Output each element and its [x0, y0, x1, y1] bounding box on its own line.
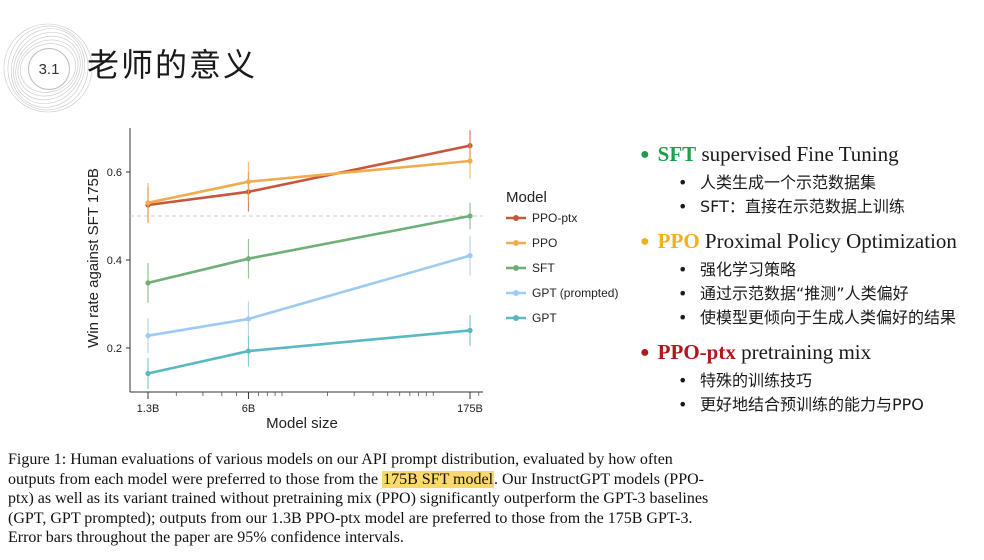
legend-item: GPT: [506, 311, 557, 325]
data-point: [467, 327, 473, 333]
series-ppo: [145, 143, 473, 223]
legend-title: Model: [506, 189, 547, 206]
legend-item: PPO: [506, 236, 557, 250]
series-group: [145, 130, 473, 389]
series-sft: [145, 202, 473, 303]
series-gpt-prompted-: [145, 235, 473, 354]
legend-label: GPT: [532, 311, 557, 325]
chart-axes: 0.2 0.4 0.6 1.3B 6B 175B: [107, 128, 483, 415]
bullet-dot: ●: [640, 146, 650, 163]
slide-title: 老师的意义: [87, 46, 258, 84]
data-point: [145, 200, 151, 206]
y-tick-label: 0.4: [107, 255, 122, 267]
caption-text-after: . Our InstructGPT models (PPO-ptx) as we…: [8, 470, 709, 547]
x-tick-label: 175B: [457, 403, 483, 415]
bullet-text: Proximal Policy Optimization: [699, 229, 957, 253]
sub-bullet: 更好地结合预训练的能力与PPO: [678, 393, 980, 417]
sub-bullet: 人类生成一个示范数据集: [678, 171, 980, 195]
bullet-sublist: 人类生成一个示范数据集 SFT：直接在示范数据上训练: [640, 171, 980, 219]
series-line: [147, 159, 471, 205]
bullet-heading: ● SFT supervised Fine Tuning: [640, 140, 980, 169]
bullet-heading: ● PPO Proximal Policy Optimization: [640, 227, 980, 256]
x-axis-label: Model size: [266, 415, 338, 432]
legend-swatch-dot: [513, 240, 519, 246]
sub-bullet: 特殊的训练技巧: [678, 369, 980, 393]
bullet-ppo-ptx: ● PPO-ptx pretraining mix 特殊的训练技巧 更好地结合预训…: [640, 338, 980, 417]
bullet-sft: ● SFT supervised Fine Tuning 人类生成一个示范数据集 …: [640, 140, 980, 219]
legend-swatch-dot: [513, 265, 519, 271]
data-point: [245, 179, 252, 185]
bullet-key: PPO-ptx: [657, 340, 736, 364]
sub-bullet: 强化学习策略: [678, 258, 980, 282]
legend-label: SFT: [532, 261, 555, 275]
caption-highlight: 175B SFT model: [382, 470, 495, 488]
legend-swatch-dot: [513, 315, 519, 321]
sub-bullet: 通过示范数据“推测”人类偏好: [678, 282, 980, 306]
win-rate-chart: 0.2 0.4 0.6 1.3B 6B 175B Model size Win rate …: [85, 128, 618, 432]
y-tick-label: 0.2: [107, 343, 122, 355]
sub-bullet: 使模型更倾向于生成人类偏好的结果: [678, 306, 980, 330]
data-point: [245, 316, 252, 322]
section-number: 3.1: [38, 60, 60, 78]
series-gpt: [145, 315, 473, 389]
bullet-ppo: ● PPO Proximal Policy Optimization 强化学习策略…: [640, 227, 980, 330]
legend-swatch-dot: [513, 290, 519, 296]
data-point: [145, 333, 151, 339]
legend-item: SFT: [506, 261, 555, 275]
caption-text-before: Figure 1: Human evaluations of various m…: [8, 451, 673, 488]
legend-swatch-dot: [513, 215, 519, 221]
y-axis-label: Win rate against SFT 175B: [85, 168, 102, 348]
legend-label: GPT (prompted): [532, 286, 618, 300]
legend-item: GPT (prompted): [506, 286, 618, 300]
series-line: [147, 254, 471, 337]
bullet-sublist: 强化学习策略 通过示范数据“推测”人类偏好 使模型更倾向于生成人类偏好的结果: [640, 258, 980, 330]
y-tick-label: 0.6: [107, 167, 122, 179]
bullet-key: PPO: [657, 229, 700, 253]
data-point: [467, 158, 473, 164]
bullet-dot: ●: [640, 344, 650, 361]
bullet-sublist: 特殊的训练技巧 更好地结合预训练的能力与PPO: [640, 369, 980, 417]
legend-label: PPO: [532, 236, 557, 250]
data-point: [145, 370, 151, 377]
legend-item: PPO-ptx: [506, 211, 577, 225]
data-point: [145, 280, 151, 286]
section-number-badge: 3.1: [28, 48, 70, 90]
legend-label: PPO-ptx: [532, 211, 577, 225]
x-tick-label: 1.3B: [137, 403, 160, 415]
x-tick-label: 6B: [242, 403, 255, 415]
bullet-key: SFT: [657, 142, 697, 166]
data-point: [467, 213, 473, 219]
bullet-list: ● SFT supervised Fine Tuning 人类生成一个示范数据集 …: [640, 140, 980, 425]
sub-bullet: SFT：直接在示范数据上训练: [678, 195, 980, 219]
series-line: [147, 214, 471, 285]
data-point: [245, 348, 252, 354]
data-point: [467, 253, 473, 259]
bullet-text: supervised Fine Tuning: [696, 142, 899, 166]
figure-caption: Figure 1: Human evaluations of various m…: [8, 450, 720, 548]
series-line: [147, 329, 471, 375]
section-badge-swirl: [3, 23, 93, 113]
data-point: [245, 256, 252, 262]
bullet-dot: ●: [640, 233, 650, 250]
bullet-text: pretraining mix: [735, 340, 872, 364]
chart-legend: Model PPO-ptx PPO SFT GPT (prompted) GPT: [506, 189, 618, 325]
bullet-heading: ● PPO-ptx pretraining mix: [640, 338, 980, 367]
